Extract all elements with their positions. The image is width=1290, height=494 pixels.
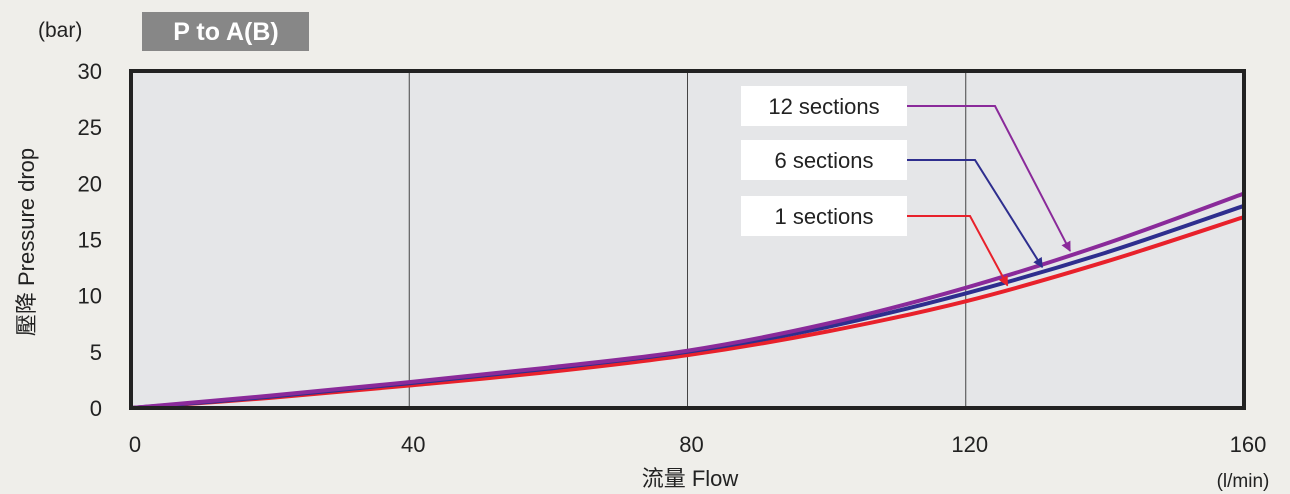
annotations: 12 sections 6 sections 1 sections (741, 86, 1071, 287)
y-axis-label: 壓降 Pressure drop (14, 148, 39, 336)
annotation-arrow (907, 215, 1009, 287)
annotation-arrow (907, 159, 1044, 269)
annotation-box (741, 140, 907, 180)
x-axis-label: 流量 Flow (642, 466, 739, 491)
annotation-label: 6 sections (774, 148, 873, 173)
title-badge (142, 12, 309, 51)
x-tick-label: 160 (1230, 432, 1267, 457)
series-lines (130, 191, 1245, 410)
x-tick-label: 0 (129, 432, 141, 457)
plot-frame (129, 69, 1246, 410)
x-tick-labels: 0 40 80 120 160 (129, 432, 1266, 457)
y-tick-label: 10 (78, 284, 102, 309)
y-tick-label: 0 (90, 396, 102, 421)
y-tick-label: 15 (78, 228, 102, 253)
x-tick-label: 80 (679, 432, 703, 457)
y-tick-label: 20 (78, 171, 102, 196)
series-line-12-sections (130, 191, 1245, 410)
y-tick-labels: 0 5 10 15 20 25 30 (78, 59, 102, 421)
x-tick-label: 40 (401, 432, 425, 457)
annotation-label: 12 sections (768, 94, 879, 119)
annotation-box (741, 86, 907, 126)
x-tick-label: 120 (951, 432, 988, 457)
chart-title: P to A(B) (173, 18, 279, 46)
annotation-arrow (907, 105, 1071, 252)
y-unit-label: (bar) (38, 19, 82, 42)
annotation-box (741, 196, 907, 236)
annotation-label: 1 sections (774, 204, 873, 229)
y-tick-label: 30 (78, 59, 102, 84)
y-tick-label: 25 (78, 115, 102, 140)
x-unit-label: (l/min) (1217, 471, 1270, 492)
y-tick-label: 5 (90, 340, 102, 365)
